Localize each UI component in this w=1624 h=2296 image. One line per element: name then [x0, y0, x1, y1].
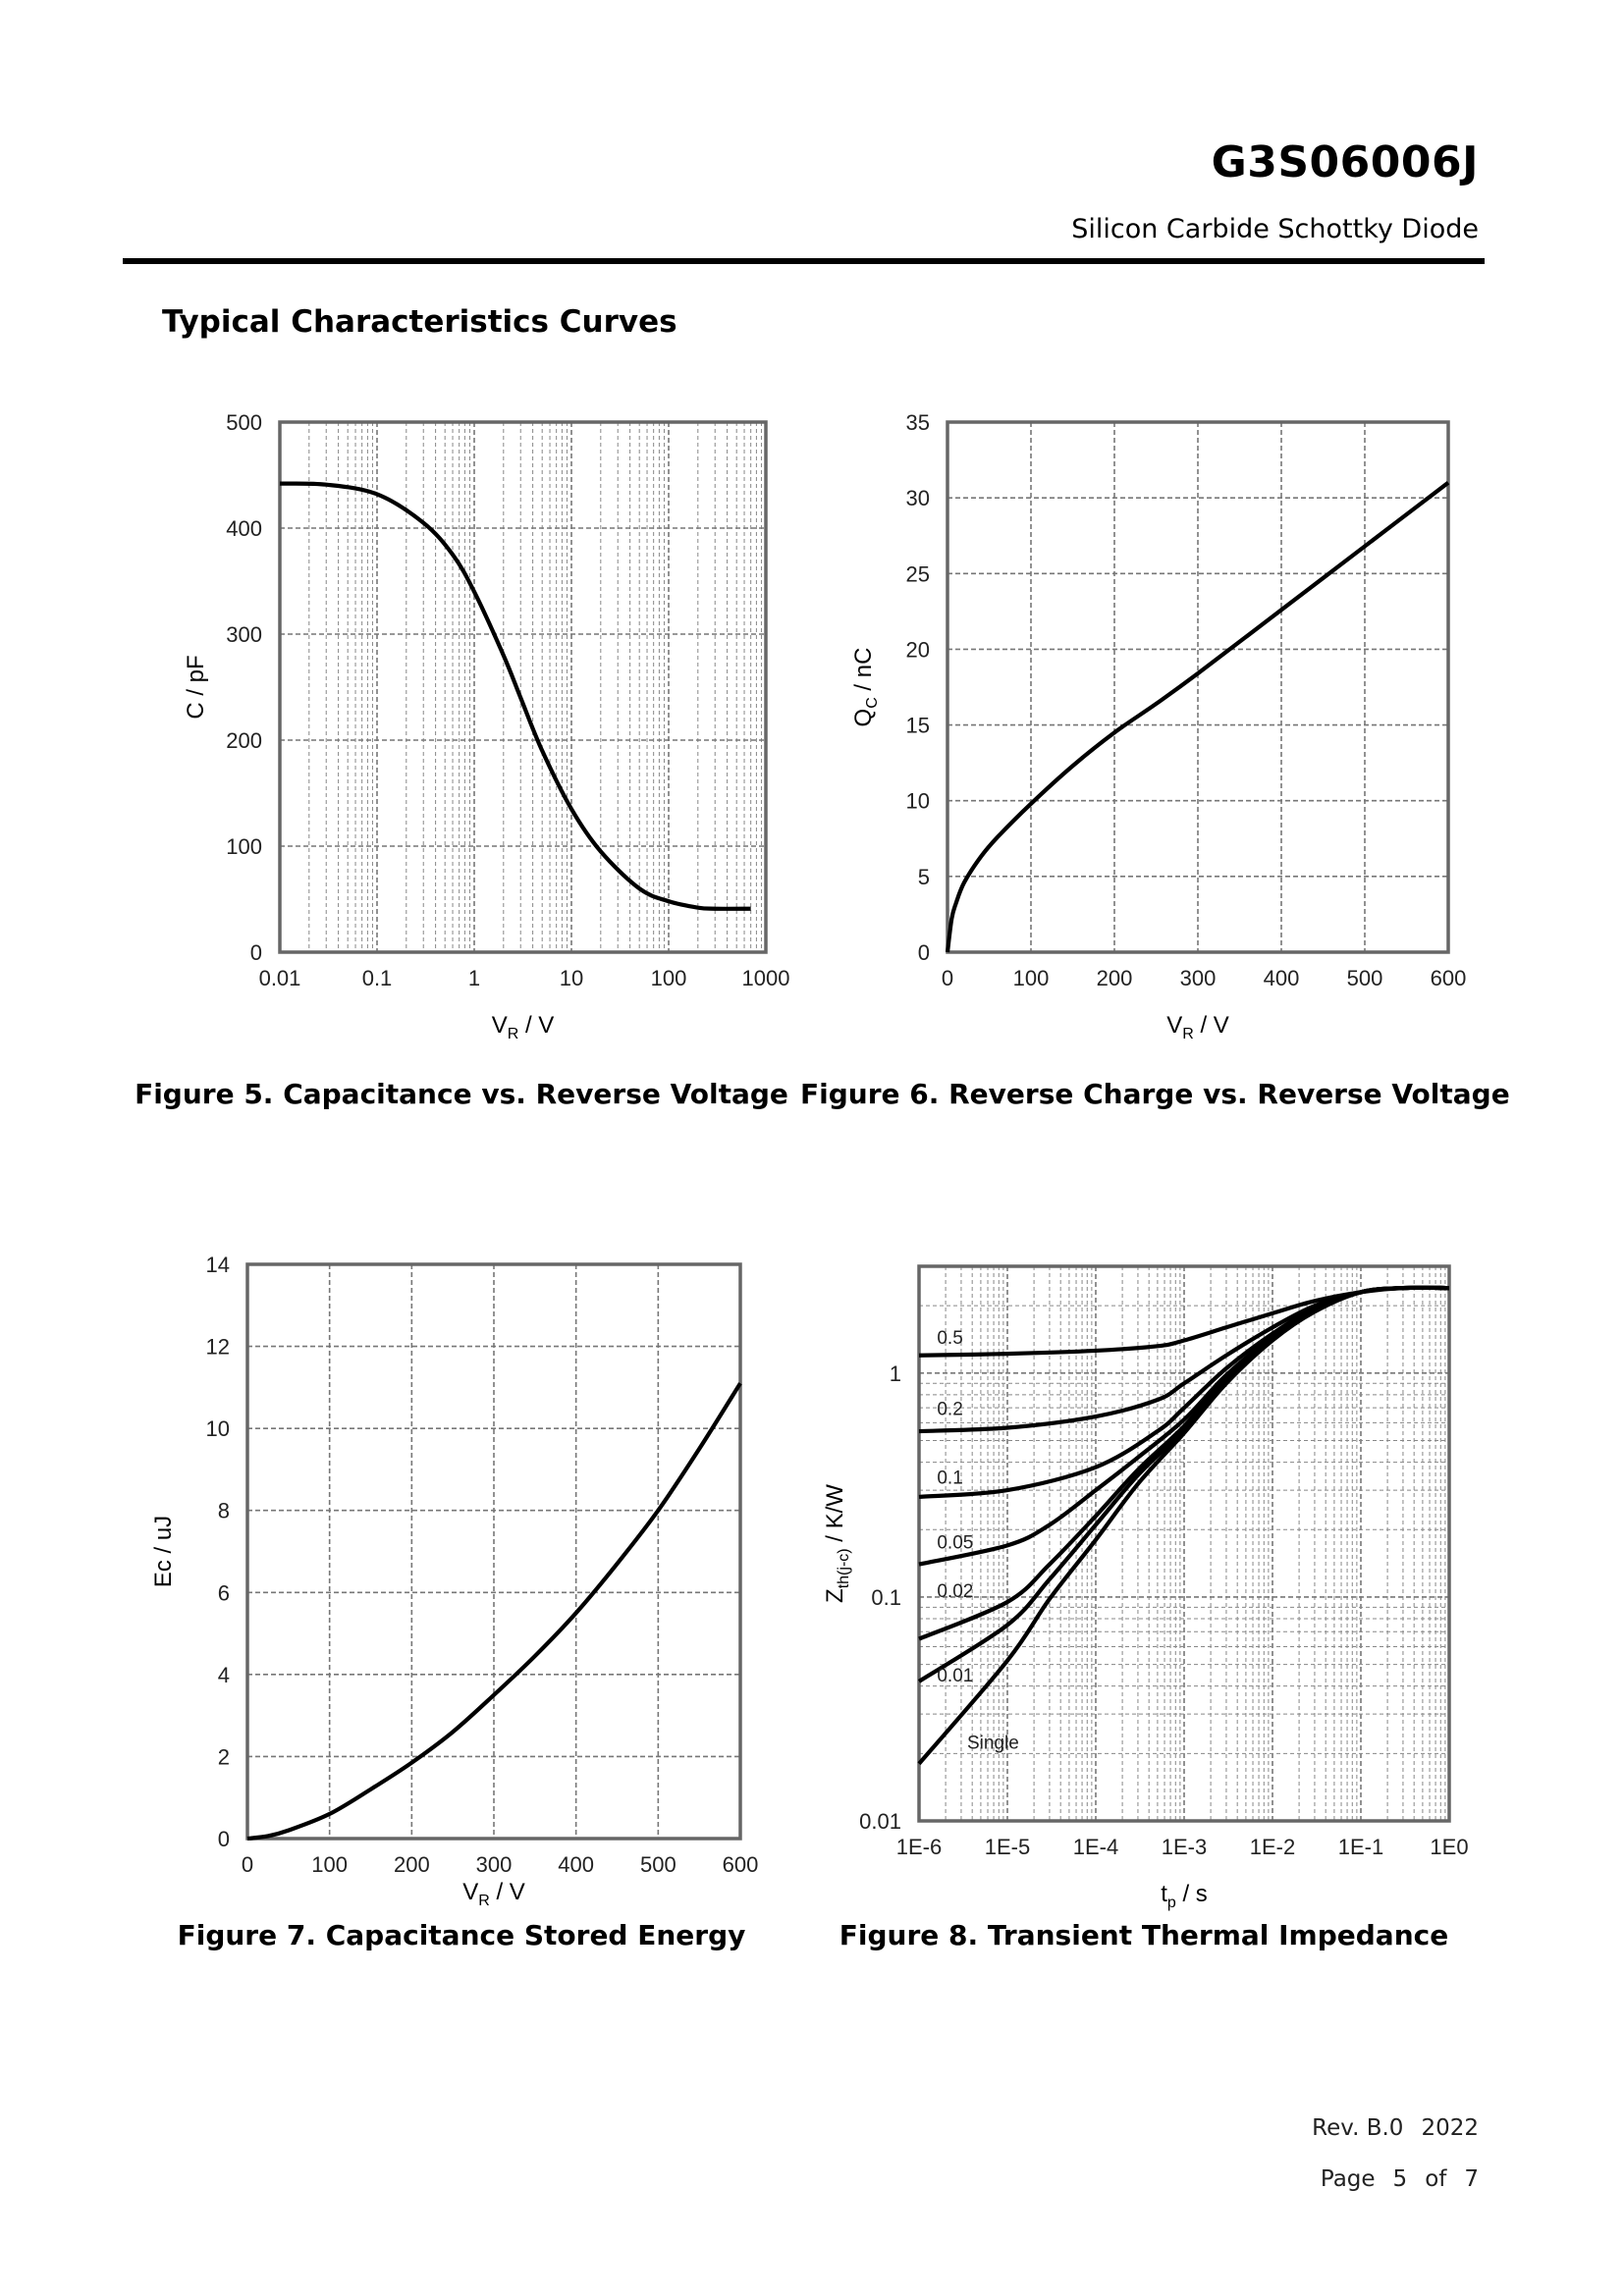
fig7-plot-frame: [245, 1262, 742, 1841]
fig5-chart: 0.01 0.1 1 10 100 1000 0 100 200 300 400 500 VR / V C…: [183, 410, 789, 1042]
header-rule: [123, 258, 1485, 264]
figure-8-caption: Figure 8. Transient Thermal Impedance: [839, 1919, 1449, 1951]
y-tick-label: 300: [226, 622, 262, 647]
page-total: 7: [1464, 2166, 1479, 2192]
fig5-series-c: [279, 481, 751, 911]
revision-year: 2022: [1421, 2115, 1479, 2141]
y-tick-label: 10: [906, 789, 930, 814]
page-number: 5: [1392, 2166, 1408, 2192]
y-tick-label: 15: [906, 714, 930, 738]
series-label: Single: [967, 1734, 1019, 1754]
revision-label: Rev. B.0: [1312, 2115, 1404, 2141]
x-tick-label: 100: [651, 966, 687, 990]
y-tick-label: 12: [206, 1335, 230, 1360]
fig8-x-axis-label: tp / s: [1161, 1881, 1208, 1911]
y-tick-label: 30: [906, 486, 930, 510]
y-tick-label: 0.1: [871, 1585, 901, 1610]
x-tick-label: 500: [640, 1852, 677, 1877]
fig7-x-axis-label: VR / V: [462, 1879, 525, 1909]
y-tick-label: 8: [218, 1499, 230, 1523]
section-title: Typical Characteristics Curves: [162, 304, 677, 340]
y-tick-label: 500: [226, 410, 262, 435]
fig6-grid: [947, 421, 1449, 953]
x-tick-label: 1E0: [1430, 1835, 1468, 1859]
x-tick-label: 200: [394, 1852, 430, 1877]
y-tick-label: 0: [250, 940, 262, 965]
x-tick-label: 10: [560, 966, 583, 990]
footer-page: Page 5 of 7: [1303, 2166, 1479, 2192]
document-subtitle: Silicon Carbide Schottky Diode: [1071, 214, 1479, 244]
x-tick-label: 300: [476, 1852, 513, 1877]
x-tick-label: 1E-4: [1073, 1835, 1118, 1859]
x-tick-label: 1E-2: [1250, 1835, 1295, 1859]
series-label: 0.1: [937, 1468, 962, 1489]
y-tick-label: 14: [206, 1253, 230, 1277]
fig6-x-axis-label: VR / V: [1166, 1012, 1229, 1042]
y-tick-label: 0: [218, 1827, 230, 1851]
fig8-series-single: [917, 1285, 1450, 1766]
fig6-chart: 0 100 200 300 400 500 600 0 5 10 15 20 25 30 35 VR / V Q…: [850, 410, 1466, 1042]
x-tick-label: 400: [1264, 966, 1300, 990]
fig6-plot-frame: [946, 420, 1450, 954]
page-of-word: of: [1425, 2166, 1447, 2192]
fig8-y-axis-label: Zth(j-c) / K/W: [822, 1484, 852, 1603]
series-label: 0.02: [937, 1581, 973, 1602]
series-label: 0.05: [937, 1532, 973, 1553]
y-tick-label: 100: [226, 834, 262, 859]
x-tick-label: 0.01: [259, 966, 301, 990]
x-tick-label: 0: [942, 966, 953, 990]
fig5-grid: [279, 421, 767, 953]
y-tick-label: 20: [906, 637, 930, 662]
y-tick-label: 5: [918, 865, 930, 889]
part-number: G3S06006J: [1211, 137, 1479, 187]
series-label: 0.2: [937, 1399, 962, 1419]
x-tick-label: 600: [1431, 966, 1467, 990]
y-tick-label: 0.01: [859, 1809, 901, 1834]
y-tick-label: 200: [226, 728, 262, 753]
fig7-grid: [246, 1263, 741, 1840]
x-tick-label: 300: [1180, 966, 1217, 990]
x-tick-label: 100: [311, 1852, 348, 1877]
figure-7-caption: Figure 7. Capacitance Stored Energy: [177, 1919, 746, 1951]
y-tick-label: 400: [226, 516, 262, 541]
y-tick-label: 0: [918, 940, 930, 965]
fig7-y-axis-label: Ec / uJ: [150, 1516, 177, 1587]
y-tick-label: 2: [218, 1744, 230, 1769]
x-tick-label: 600: [723, 1852, 759, 1877]
x-tick-label: 1E-1: [1338, 1835, 1383, 1859]
x-tick-label: 0.1: [362, 966, 393, 990]
x-tick-label: 1E-5: [985, 1835, 1030, 1859]
x-tick-label: 1000: [742, 966, 790, 990]
fig8-plot-frame: [917, 1264, 1451, 1823]
y-tick-label: 4: [218, 1663, 230, 1687]
fig6-series-qc: [945, 481, 1450, 953]
y-tick-label: 10: [206, 1416, 230, 1441]
y-tick-label: 35: [906, 410, 930, 435]
x-tick-label: 400: [558, 1852, 594, 1877]
y-tick-label: 25: [906, 561, 930, 586]
fig5-x-axis-label: VR / V: [492, 1012, 555, 1042]
fig6-y-axis-label: QC / nC: [850, 648, 881, 727]
fig7-series-ec: [246, 1382, 742, 1842]
x-tick-label: 500: [1347, 966, 1383, 990]
series-label: 0.01: [937, 1666, 973, 1686]
fig7-chart: 0 100 200 300 400 500 600 0 2 4 6 8 10 12 14 VR / V Ec /…: [150, 1253, 758, 1909]
footer-revision: Rev. B.0 2022: [1294, 2115, 1479, 2141]
y-tick-label: 1: [890, 1362, 901, 1386]
x-tick-label: 1E-6: [896, 1835, 942, 1859]
x-tick-label: 100: [1013, 966, 1050, 990]
figure-6-caption: Figure 6. Reverse Charge vs. Reverse Vol…: [800, 1078, 1510, 1110]
y-tick-label: 6: [218, 1580, 230, 1605]
fig5-plot-frame: [278, 420, 768, 954]
page-word: Page: [1320, 2166, 1376, 2192]
figure-5-caption: Figure 5. Capacitance vs. Reverse Voltag…: [135, 1078, 788, 1110]
fig8-chart: 1E-6 1E-5 1E-4 1E-3 1E-2 1E-1 1E0 0.01 0.1 1 tp / …: [822, 1264, 1469, 1911]
x-tick-label: 1: [468, 966, 480, 990]
x-tick-label: 1E-3: [1162, 1835, 1207, 1859]
series-label: 0.5: [937, 1328, 962, 1349]
x-tick-label: 0: [242, 1852, 253, 1877]
x-tick-label: 200: [1097, 966, 1133, 990]
fig5-y-axis-label: C / pF: [183, 655, 209, 719]
